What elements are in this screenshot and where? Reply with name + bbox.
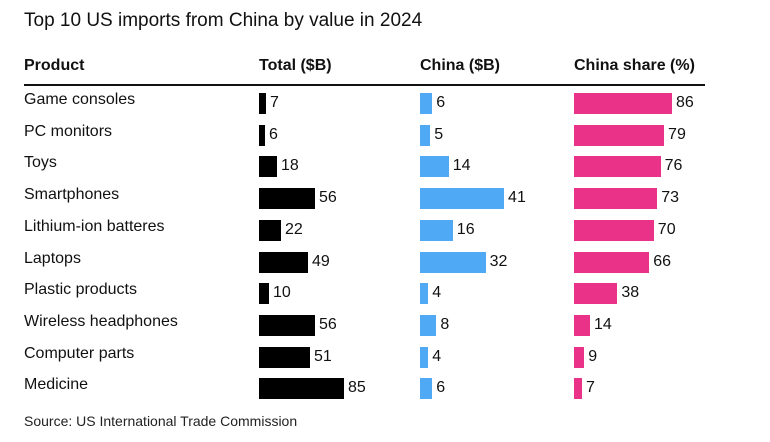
share-value-label: 73 — [661, 189, 680, 207]
total-bar — [259, 283, 269, 305]
total-value-label: 85 — [348, 379, 366, 397]
china-value-label: 32 — [489, 252, 508, 270]
share-bar — [574, 219, 654, 241]
china-value-label: 6 — [436, 94, 446, 111]
row-label: Computer parts — [24, 344, 135, 362]
china-bar — [420, 93, 433, 114]
row-label: Smartphones — [24, 186, 120, 204]
row-label: Lithium-ion batteres — [24, 217, 165, 235]
share-bar — [574, 156, 661, 178]
total-value-label: 49 — [312, 252, 330, 270]
share-bar — [574, 283, 618, 305]
share-value-label: 86 — [676, 94, 694, 111]
china-bar — [420, 156, 449, 178]
share-bar — [574, 378, 582, 400]
share-value-label: 79 — [668, 125, 686, 143]
china-value-label: 8 — [440, 315, 450, 333]
share-value-label: 14 — [593, 315, 612, 333]
total-value-label: 18 — [281, 157, 299, 175]
share-value-label: 66 — [653, 252, 672, 270]
total-bar — [259, 219, 281, 241]
chart-title: Top 10 US imports from China by value in… — [24, 10, 423, 31]
china-bar — [420, 251, 486, 273]
share-value-label: 38 — [621, 284, 640, 302]
china-bar — [420, 219, 453, 241]
total-bar — [259, 156, 277, 178]
row-label: Plastic products — [24, 281, 137, 299]
share-value-label: 76 — [664, 157, 683, 175]
row-label: Laptops — [24, 249, 81, 267]
row-label: Medicine — [24, 376, 89, 394]
china-value-label: 16 — [456, 220, 475, 238]
total-bar — [259, 188, 315, 210]
china-value-label: 4 — [432, 347, 442, 365]
total-bar — [259, 314, 315, 336]
china-bar — [420, 314, 437, 336]
china-bar — [420, 188, 505, 210]
total-bar — [259, 93, 266, 114]
china-bar — [420, 124, 431, 146]
share-bar — [574, 346, 585, 368]
china-value-label: 4 — [432, 284, 442, 302]
total-value-label: 51 — [314, 347, 332, 365]
total-value-label: 56 — [319, 189, 337, 207]
row-label: Wireless headphones — [24, 312, 178, 330]
header-china: China ($B) — [420, 57, 500, 74]
row-label: Toys — [24, 154, 57, 172]
share-value-label: 9 — [588, 347, 598, 365]
china-value-label: 6 — [436, 379, 446, 397]
china-value-label: 41 — [508, 189, 526, 207]
share-bar — [574, 188, 658, 210]
china-bar — [420, 346, 429, 368]
share-bar — [574, 251, 650, 273]
total-bar — [259, 346, 310, 368]
header-rule — [24, 84, 705, 86]
total-bar — [259, 124, 265, 146]
header-total: Total ($B) — [259, 57, 332, 74]
total-bar — [259, 251, 308, 273]
row-label: Game consoles — [24, 91, 136, 108]
total-value-label: 10 — [273, 284, 291, 302]
share-value-label: 70 — [657, 220, 676, 238]
share-bar — [574, 314, 590, 336]
total-value-label: 6 — [269, 125, 278, 143]
header-product: Product — [24, 57, 85, 74]
china-bar — [420, 283, 429, 305]
header-share: China share (%) — [574, 57, 695, 74]
total-value-label: 22 — [285, 220, 303, 238]
total-value-label: 7 — [270, 94, 279, 111]
china-value-label: 14 — [452, 157, 471, 175]
row-label: PC monitors — [24, 122, 113, 140]
china-value-label: 5 — [434, 125, 444, 143]
total-bar — [259, 378, 344, 400]
share-bar — [574, 124, 665, 146]
share-bar — [574, 93, 673, 114]
share-value-label: 7 — [585, 379, 595, 397]
source-note: Source: US International Trade Commissio… — [24, 413, 298, 429]
china-bar — [420, 378, 433, 400]
total-value-label: 56 — [319, 315, 337, 333]
